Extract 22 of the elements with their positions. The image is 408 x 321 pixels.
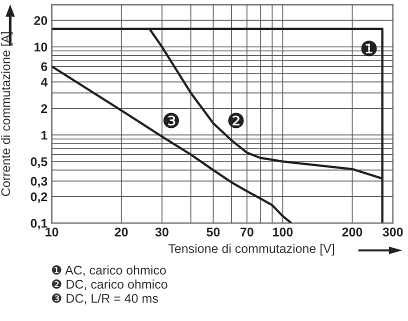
y-tick-label: 0,3 bbox=[30, 176, 48, 188]
x-tick-label: 70 bbox=[240, 228, 254, 236]
y-tick-label: 20 bbox=[34, 16, 48, 25]
x-tick-label: 20 bbox=[114, 228, 128, 236]
y-tick-label: 10 bbox=[34, 42, 48, 52]
series-label: ❸ bbox=[163, 112, 179, 128]
x-tick-label: 300 bbox=[382, 228, 403, 236]
x-axis-title: Tensione di commutazione [V] bbox=[168, 244, 334, 256]
x-tick-label: 200 bbox=[342, 228, 362, 236]
y-tick-label: 2 bbox=[41, 104, 48, 113]
y-tick-label: 4 bbox=[40, 78, 48, 86]
x-tick-label: 30 bbox=[155, 228, 168, 236]
x-tick-label: 100 bbox=[273, 228, 293, 236]
x-tick-label: 50 bbox=[206, 228, 220, 236]
text: ❸ DC, L/R = 40 ms bbox=[52, 293, 158, 304]
text: ❶ AC, carico ohmico bbox=[52, 265, 166, 276]
text: ❷ DC, carico ohmico bbox=[52, 279, 168, 290]
y-tick-label: 1 bbox=[41, 130, 48, 140]
y-tick-label: 6 bbox=[41, 62, 48, 72]
y-tick-label: 0,5 bbox=[30, 157, 48, 168]
y-tick-label: 0,1 bbox=[30, 218, 48, 230]
y-tick-label: 0,2 bbox=[30, 192, 48, 204]
